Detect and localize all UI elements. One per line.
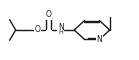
Text: O: O <box>35 26 40 34</box>
Text: N: N <box>97 35 102 44</box>
Text: O: O <box>45 10 51 19</box>
Text: H: H <box>58 30 63 35</box>
Text: N: N <box>58 23 64 32</box>
